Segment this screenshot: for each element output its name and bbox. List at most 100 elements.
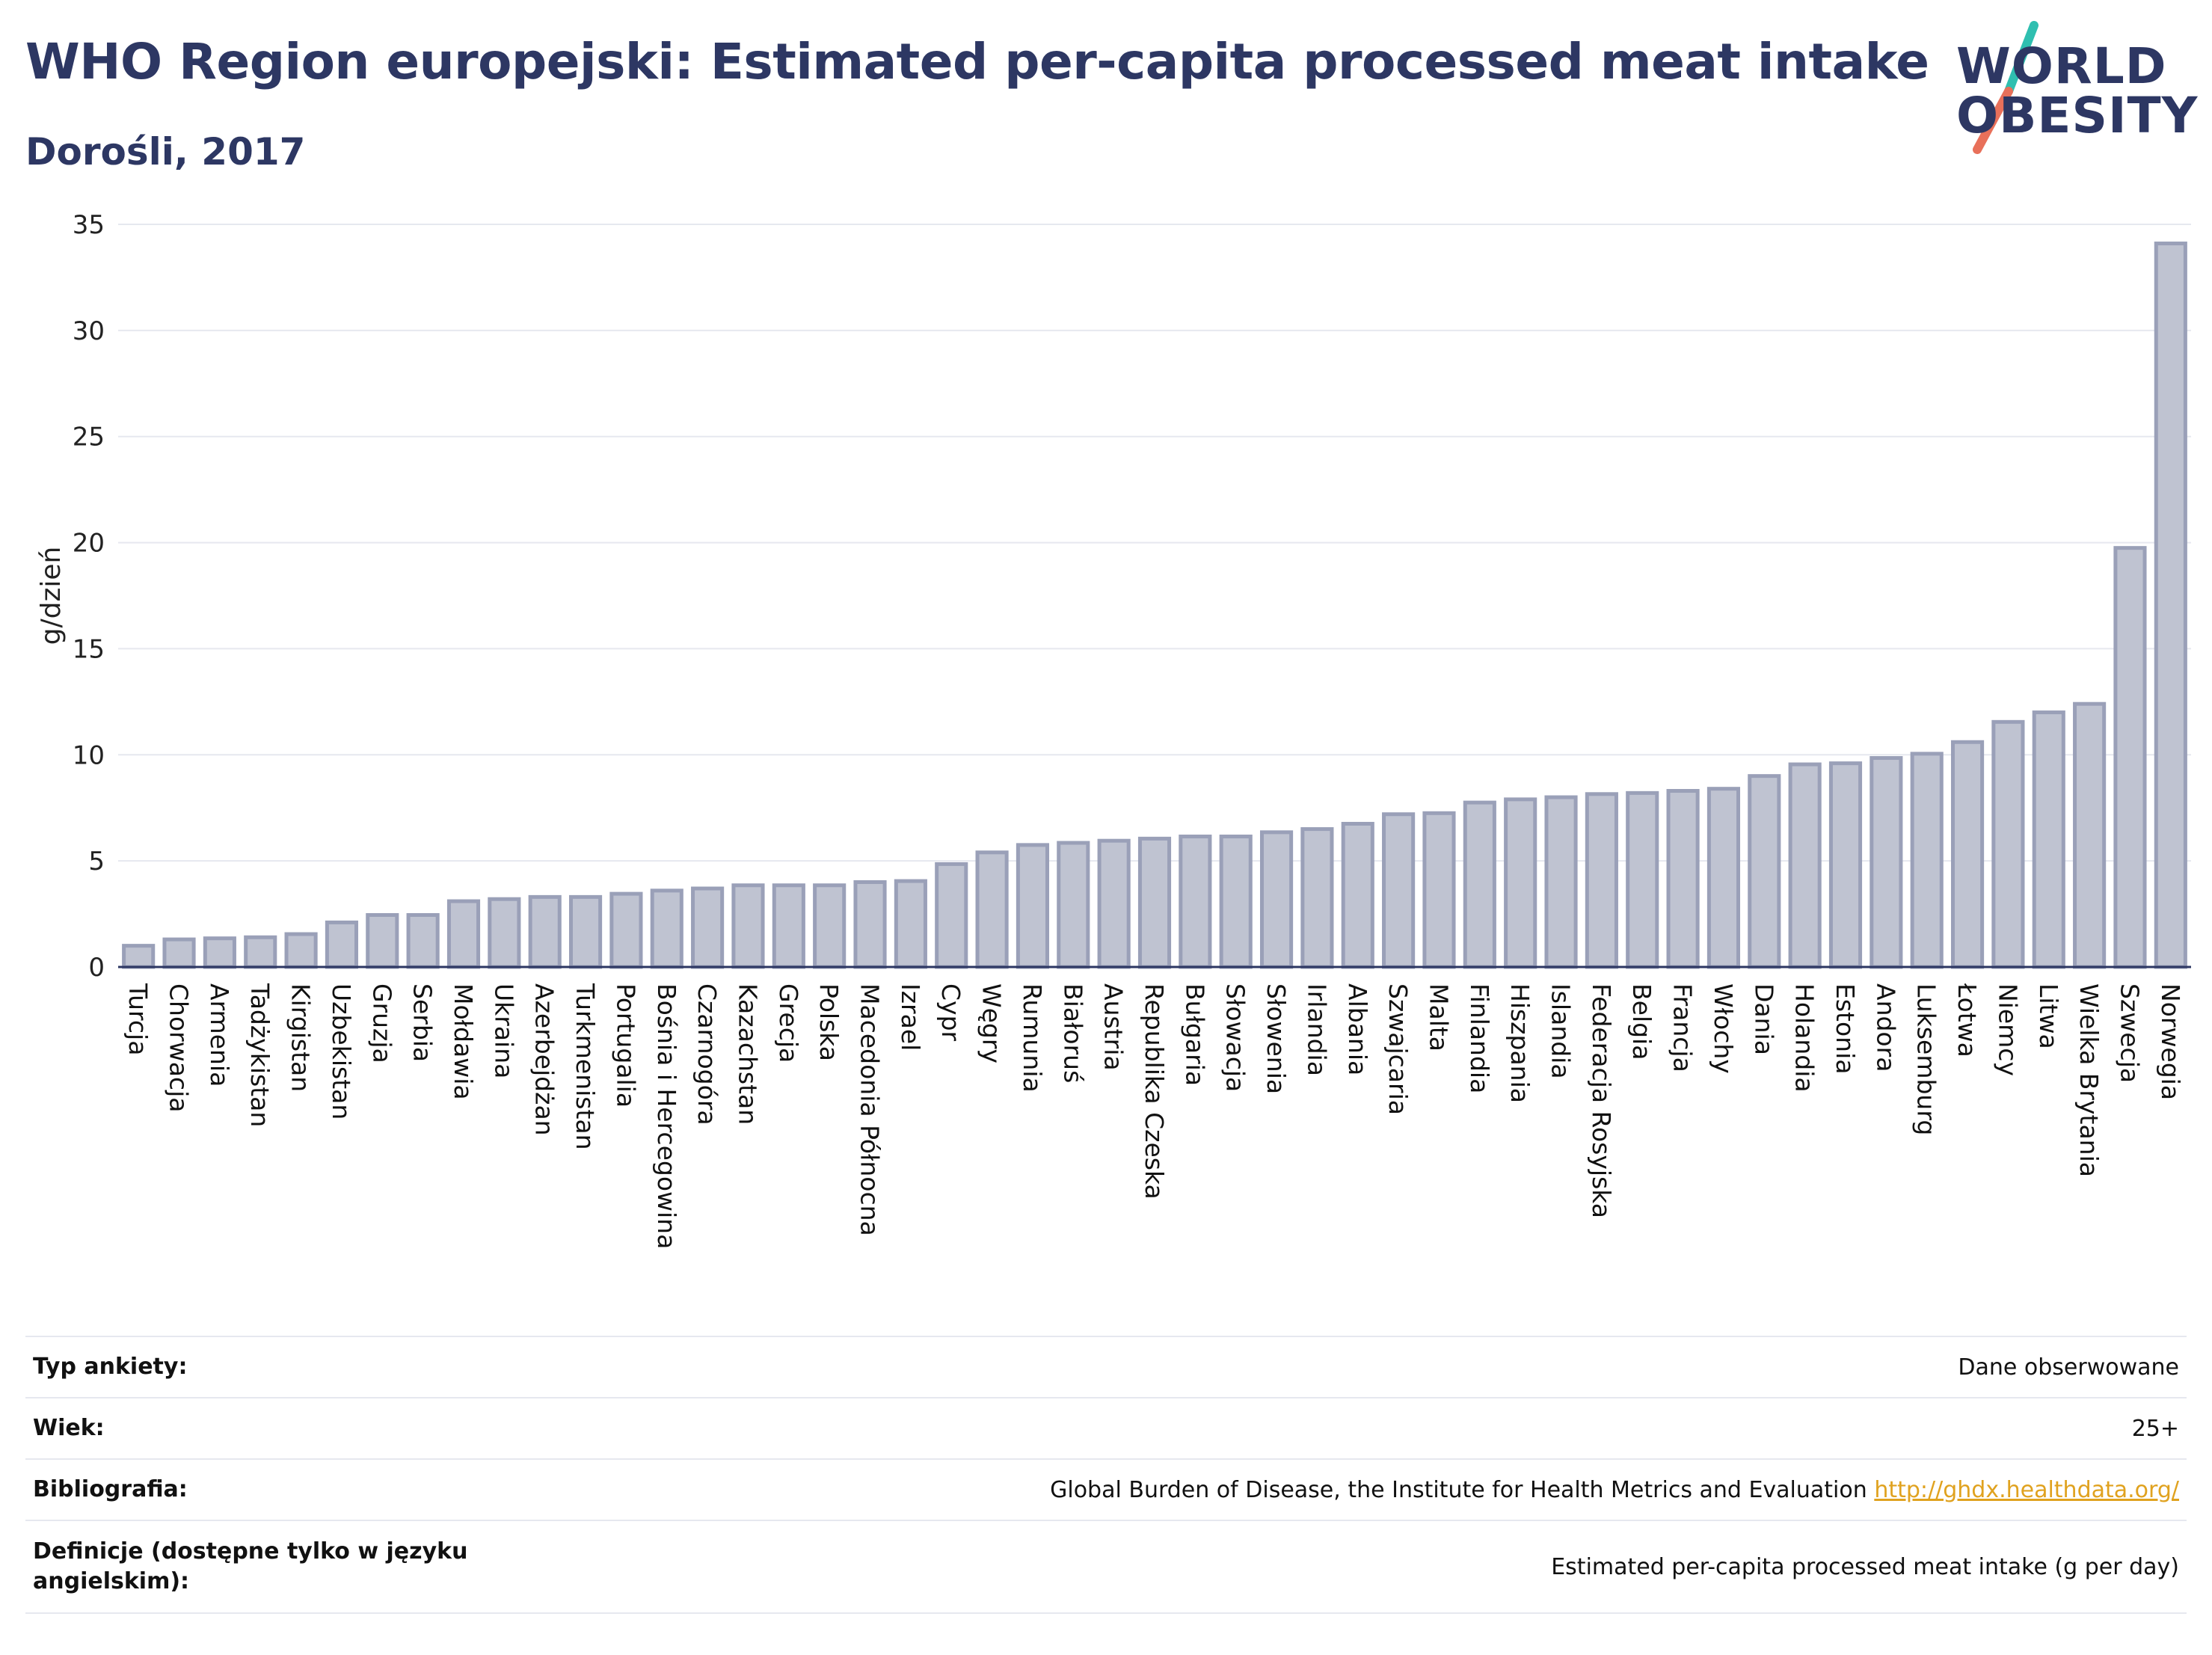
x-tick-label: Litwa xyxy=(2034,983,2063,1049)
bar xyxy=(1137,836,1172,969)
bar xyxy=(162,937,196,969)
chart-title: WHO Region europejski: Estimated per-cap… xyxy=(25,33,1929,90)
x-tick-label: Albania xyxy=(1343,983,1372,1075)
y-tick-label: 20 xyxy=(73,529,105,559)
info-value: Estimated per-capita processed meat inta… xyxy=(519,1520,2187,1614)
bar xyxy=(284,932,318,969)
x-tick-label: Słowenia xyxy=(1262,983,1291,1094)
y-tick-label: 15 xyxy=(73,634,105,664)
y-tick-label: 0 xyxy=(88,953,105,983)
x-tick-label: Luksemburg xyxy=(1912,983,1941,1135)
x-tick-label: Białoruś xyxy=(1058,983,1087,1083)
x-tick-label: Gruzja xyxy=(367,983,396,1063)
x-tick-label: Bośnia i Hercegowina xyxy=(652,983,681,1249)
x-tick-label: Turcja xyxy=(123,983,153,1055)
x-tick-label: Uzbekistan xyxy=(327,983,356,1120)
bar xyxy=(1585,792,1618,969)
bar xyxy=(609,891,643,969)
x-tick-label: Szwajcaria xyxy=(1383,983,1413,1115)
logo-slash-icon xyxy=(1973,21,2039,154)
x-tick-label: Andora xyxy=(1871,983,1900,1072)
bar-chart: 0 5 10 15 20 25 30 35 g/dzień Turcja Chorwacja Arme… xyxy=(36,210,2191,1249)
x-tick-label: Belgia xyxy=(1627,983,1656,1060)
y-axis-label: g/dzień xyxy=(36,547,67,645)
bar xyxy=(1504,797,1537,969)
x-tick-label: Grecja xyxy=(774,983,803,1063)
x-tick-label: Federacja Rosyjska xyxy=(1587,983,1616,1218)
x-tick-label: Rumunia xyxy=(1018,983,1047,1093)
y-tick-label: 10 xyxy=(73,740,105,770)
bar xyxy=(1828,761,1863,969)
x-tick-label: Portugalia xyxy=(611,983,640,1108)
bibliography-link[interactable]: http://ghdx.healthdata.org/ xyxy=(1874,1476,2179,1503)
bar xyxy=(1950,740,1985,969)
x-tick-label: Kazachstan xyxy=(733,983,762,1125)
x-tick-label: Niemcy xyxy=(1993,983,2022,1076)
x-tick-label: Czarnogóra xyxy=(692,983,722,1126)
info-row-survey-type: Typ ankiety: Dane obserwowane xyxy=(25,1336,2187,1398)
bar xyxy=(2154,242,2187,969)
bar xyxy=(1463,800,1496,969)
chart-subtitle: Dorośli, 2017 xyxy=(25,130,306,174)
bar xyxy=(975,850,1009,969)
bar xyxy=(1788,762,1822,969)
bar xyxy=(244,935,277,969)
info-value: 25+ xyxy=(519,1397,2187,1459)
bar xyxy=(772,883,805,969)
bar xyxy=(1382,812,1416,969)
info-row-bibliography: Bibliografia: Global Burden of Disease, … xyxy=(25,1458,2187,1520)
bar xyxy=(203,936,236,969)
x-tick-label: Polska xyxy=(814,983,844,1061)
x-tick-label: Macedonia Północna xyxy=(855,983,885,1236)
bar xyxy=(1259,830,1294,969)
info-row-age: Wiek: 25+ xyxy=(25,1397,2187,1459)
x-tick-label: Republika Czeska xyxy=(1140,983,1169,1200)
bar xyxy=(731,883,765,969)
bar xyxy=(1626,790,1659,969)
bar xyxy=(813,883,847,969)
bar xyxy=(2073,701,2107,969)
info-value: Dane obserwowane xyxy=(519,1336,2187,1398)
x-tick-label: Cypr xyxy=(936,983,965,1042)
x-tick-label: Izrael xyxy=(896,983,925,1051)
x-tick-label: Hiszpania xyxy=(1505,983,1534,1103)
bar xyxy=(1706,787,1741,969)
bar xyxy=(446,899,481,969)
bar xyxy=(366,912,399,969)
bar xyxy=(1300,827,1334,969)
bar xyxy=(1422,811,1456,969)
x-tick-label: Ukraina xyxy=(489,983,518,1078)
y-tick-label: 25 xyxy=(73,423,105,452)
x-tick-label: Malta xyxy=(1424,983,1453,1051)
bar xyxy=(2113,546,2147,969)
x-tick-label: Armenia xyxy=(205,983,234,1087)
bar xyxy=(691,886,725,969)
bar xyxy=(1910,752,1944,969)
bar xyxy=(2032,710,2065,969)
logo-word-2: OBESITY xyxy=(1956,87,2199,144)
bar xyxy=(568,894,603,969)
bar xyxy=(1179,835,1212,969)
bar xyxy=(894,879,927,969)
info-label: Bibliografia: xyxy=(25,1458,519,1520)
bar xyxy=(1991,719,2025,969)
bar xyxy=(1748,774,1781,969)
info-label: Wiek: xyxy=(25,1397,519,1459)
x-tick-label: Finlandia xyxy=(1465,983,1494,1093)
world-obesity-logo: WORLD OBESITY xyxy=(1944,21,2199,163)
bar xyxy=(1097,838,1131,969)
x-tick-label: Mołdawia xyxy=(449,983,478,1100)
bar xyxy=(1544,795,1578,969)
info-value-bibliography: Global Burden of Disease, the Institute … xyxy=(519,1458,2187,1520)
bar xyxy=(1016,843,1050,969)
x-tick-label: Chorwacja xyxy=(165,983,194,1112)
bar xyxy=(406,912,440,969)
x-tick-label: Kirgistan xyxy=(286,983,316,1092)
x-tick-label: Irlandia xyxy=(1302,983,1331,1076)
bar xyxy=(488,897,521,969)
bar xyxy=(853,880,887,969)
info-label: Definicje (dostępne tylko w języku angie… xyxy=(25,1520,519,1614)
x-tick-label: Węgry xyxy=(977,983,1007,1063)
x-tick-label: Islandia xyxy=(1546,983,1576,1079)
bar xyxy=(650,888,683,969)
